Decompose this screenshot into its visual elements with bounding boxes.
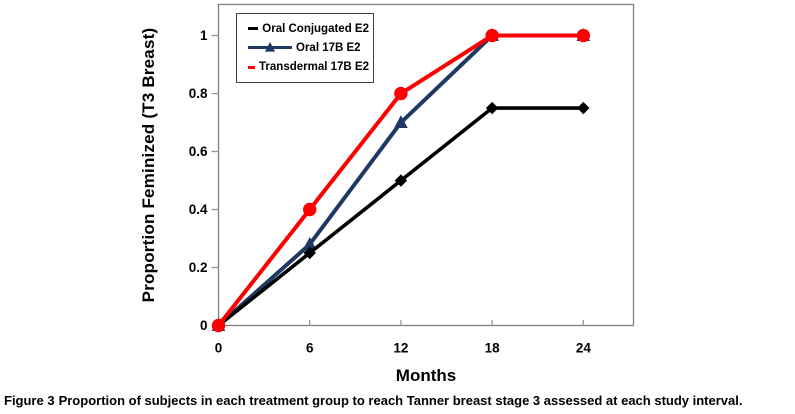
plot-frame-layer (217, 3, 635, 327)
triangle-icon (264, 42, 276, 53)
figure-caption: Figure 3 Proportion of subjects in each t… (4, 393, 792, 408)
diamond-icon (248, 27, 259, 31)
plot-frame (217, 3, 635, 327)
legend: Oral Conjugated E2 Oral 17B E2 Transdermal… (236, 13, 374, 83)
y-tick-label: 0.6 (189, 144, 208, 159)
legend-item-label: Oral Conjugated E2 (262, 22, 369, 35)
y-tick-label: 0.4 (189, 202, 208, 217)
data-point-oral-conjugated-e2 (394, 174, 408, 187)
legend-item-label: Oral 17B E2 (296, 41, 361, 54)
series-layer (211, 28, 591, 333)
data-point-transdermal-17b-e2 (303, 202, 317, 217)
x-tick-label: 6 (306, 341, 314, 356)
y-axis-title: Proportion Feminized (T3 Breast) (139, 27, 158, 303)
data-point-oral-conjugated-e2 (485, 101, 499, 115)
y-tick-label: 0.2 (189, 260, 208, 275)
chart: 0 0.2 0.4 0.6 0.8 1 0 6 12 18 24 (189, 3, 635, 356)
data-point-transdermal-17b-e2 (485, 28, 499, 43)
series-line-oral-conjugated-e2 (217, 106, 584, 327)
data-point-oral-conjugated-e2 (303, 246, 316, 260)
axis-tick-layer: 0 0.2 0.4 0.6 0.8 1 0 6 12 18 24 (189, 28, 592, 355)
x-tick-label: 18 (485, 341, 501, 356)
data-point-oral-17b-e2 (394, 115, 408, 129)
caption-text: Proportion of subjects in each treatment… (58, 393, 743, 408)
x-tick-label: 24 (576, 341, 592, 356)
caption-label: Figure 3 (4, 393, 55, 408)
circle-icon (248, 65, 256, 69)
data-point-transdermal-17b-e2 (576, 28, 591, 43)
x-axis-title: Months (395, 366, 457, 385)
legend-item-oral-17b-e2: Oral 17B E2 (248, 38, 369, 57)
data-point-transdermal-17b-e2 (394, 86, 408, 101)
triangle-icon (248, 42, 292, 53)
y-tick-label: 0 (200, 318, 208, 333)
x-tick-label: 12 (393, 341, 408, 356)
y-tick-label: 0.8 (189, 86, 208, 101)
x-tick-label: 0 (215, 341, 223, 356)
y-tick-label: 1 (200, 28, 208, 43)
legend-item-transdermal-17b-e2: Transdermal 17B E2 (248, 58, 369, 77)
legend-item-label: Transdermal 17B E2 (259, 61, 369, 74)
data-point-oral-conjugated-e2 (577, 101, 590, 115)
legend-item-oral-conjugated-e2: Oral Conjugated E2 (248, 19, 369, 38)
data-point-oral-17b-e2 (302, 236, 317, 250)
data-point-transdermal-17b-e2 (211, 318, 226, 333)
